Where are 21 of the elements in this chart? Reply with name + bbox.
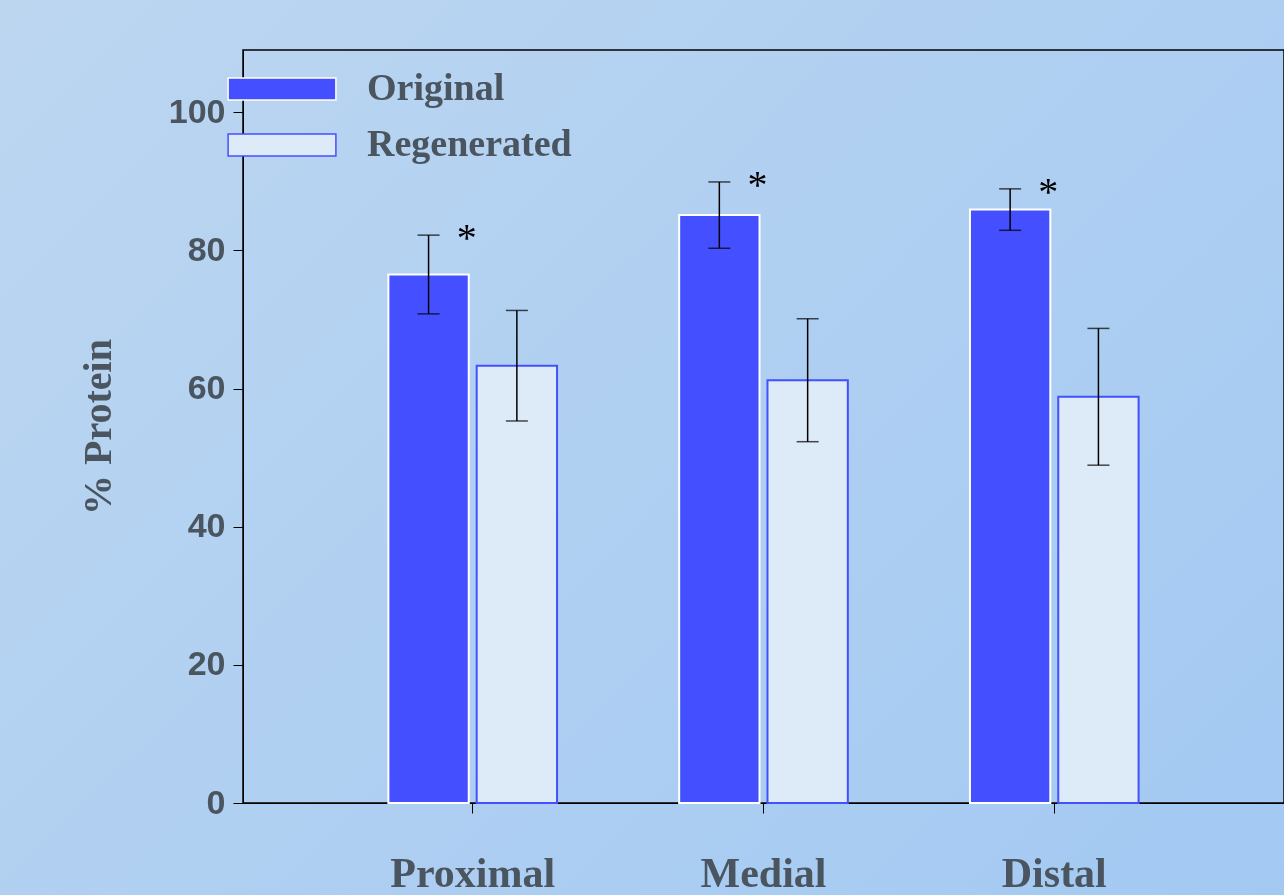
y-axis-title: % Protein	[74, 339, 120, 515]
x-tick-label: Proximal	[390, 849, 556, 895]
bar	[766, 379, 849, 804]
bar	[387, 273, 470, 804]
x-tick-label: Distal	[1001, 849, 1107, 895]
legend-label: Regenerated	[367, 122, 572, 164]
bar	[1057, 395, 1140, 804]
bar	[475, 364, 559, 804]
y-tick-label: 0	[206, 782, 226, 821]
bar	[678, 214, 761, 804]
y-tick-label: 60	[187, 368, 226, 406]
annotation: *	[1038, 168, 1059, 214]
annotation: *	[747, 161, 768, 207]
y-tick-label: 100	[168, 91, 226, 130]
x-tick-label: Medial	[700, 849, 827, 895]
y-tick-label: 40	[187, 506, 226, 545]
legend-label: Original	[367, 66, 505, 108]
y-tick-label: 80	[187, 229, 226, 268]
bar	[968, 208, 1052, 804]
y-tick-label: 20	[187, 644, 226, 683]
annotation: *	[456, 215, 477, 261]
